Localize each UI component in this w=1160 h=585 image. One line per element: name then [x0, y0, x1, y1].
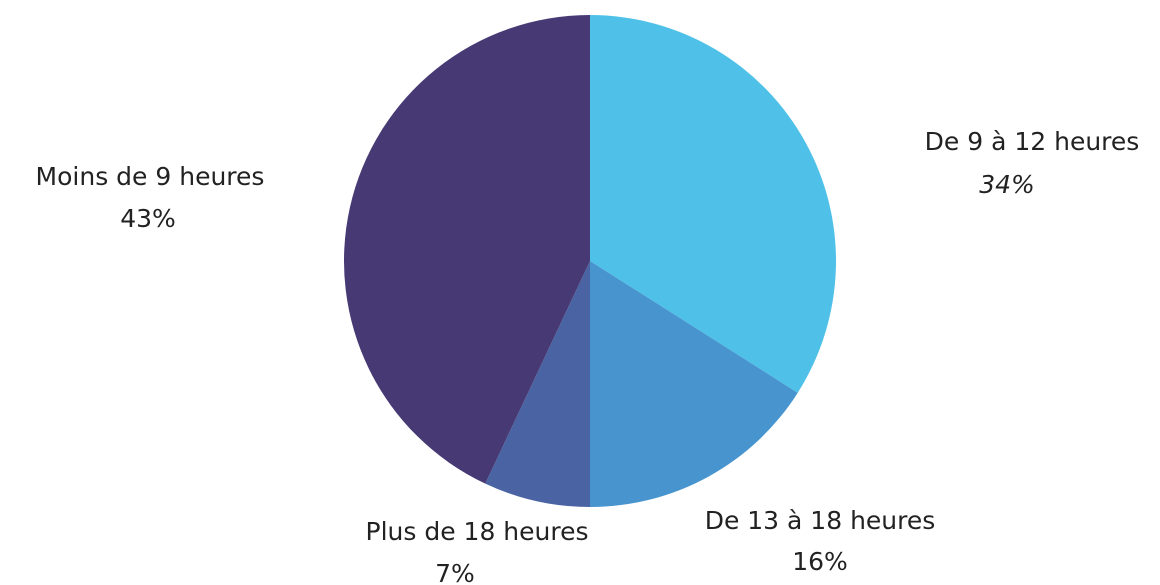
- slice-label: De 13 à 18 heures: [705, 506, 936, 535]
- slice-label: Plus de 18 heures: [366, 517, 589, 546]
- pie-slice: [343, 15, 590, 484]
- pie-slice: [485, 261, 590, 507]
- pie-slice: [590, 15, 836, 393]
- slice-label: Moins de 9 heures: [36, 162, 265, 191]
- value-label: 7%: [435, 559, 475, 585]
- value-label: 34%: [979, 170, 1035, 199]
- value-label: 16%: [792, 547, 848, 576]
- pie-slice: [590, 261, 798, 507]
- slice-label: De 9 à 12 heures: [925, 127, 1140, 156]
- value-label: 43%: [120, 204, 176, 233]
